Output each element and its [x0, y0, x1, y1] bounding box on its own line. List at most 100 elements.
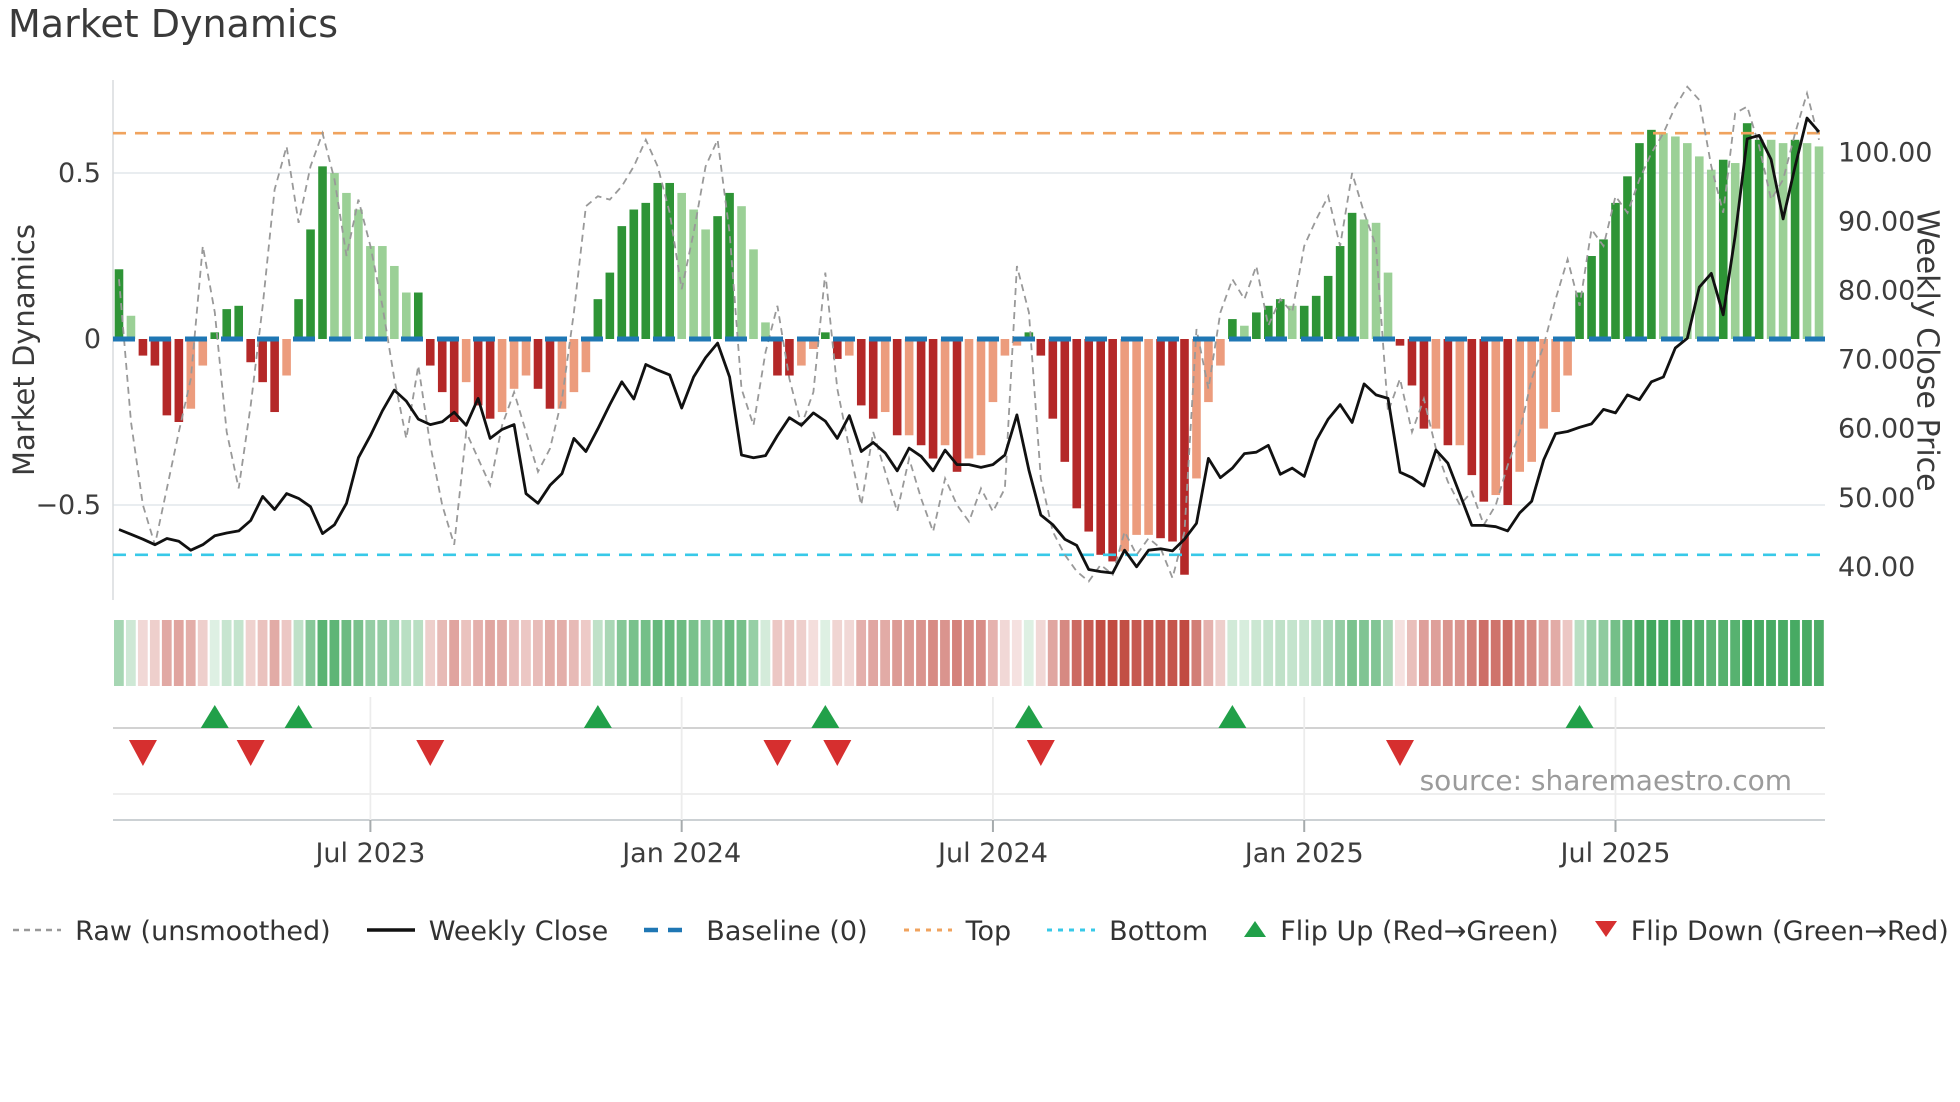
oscillator-bar [378, 246, 387, 339]
oscillator-bar [749, 249, 758, 339]
oscillator-bar [461, 339, 471, 383]
heatmap-cell [1490, 620, 1501, 686]
oscillator-bar [1766, 139, 1776, 339]
heatmap-cell [724, 620, 735, 686]
flip-down-marker [1385, 740, 1414, 766]
heatmap-cell [317, 620, 328, 686]
legend-item-baseline: Baseline (0) [642, 916, 868, 947]
oscillator-bar [473, 339, 483, 406]
heatmap-cell [1802, 620, 1812, 686]
legend-label: Baseline (0) [706, 916, 868, 947]
heatmap-cell [1263, 620, 1274, 686]
oscillator-bar [1335, 246, 1345, 339]
heatmap-cell [425, 620, 436, 686]
oscillator-bar [1407, 339, 1417, 386]
heatmap-cell [365, 620, 376, 686]
oscillator-bar [1683, 143, 1692, 339]
heatmap-cell [185, 620, 196, 686]
oscillator-bar [342, 192, 351, 339]
heatmap-cell [449, 620, 459, 686]
legend-item-flip_up: Flip Up (Red→Green) [1242, 916, 1559, 947]
heatmap-cell [544, 620, 555, 686]
oscillator-bar [402, 292, 411, 339]
heatmap-cell [1383, 620, 1393, 686]
oscillator-bar [581, 339, 591, 373]
oscillator-bar [1060, 339, 1070, 462]
heatmap-cell [832, 620, 843, 686]
oscillator-bar [689, 209, 698, 339]
oscillator-bar [1275, 299, 1285, 339]
heatmap-cell [796, 620, 807, 686]
flip-up-marker [200, 705, 229, 728]
heatmap-cell [1215, 620, 1226, 686]
x-tick-label: Jul 2024 [936, 838, 1048, 869]
heatmap-cell [1454, 620, 1465, 686]
oscillator-bar [1264, 305, 1273, 339]
legend-swatch-flip_down-icon [1593, 916, 1619, 947]
heatmap-cell [1730, 620, 1740, 686]
y-right-tick-label: 70.00 [1838, 345, 1915, 376]
heatmap-cell [114, 620, 124, 686]
oscillator-bar [1742, 123, 1752, 339]
heatmap-cell [293, 620, 304, 686]
oscillator-bar [234, 305, 244, 339]
heatmap-cell [1502, 620, 1513, 686]
heatmap-cell [173, 620, 184, 686]
oscillator-bar [964, 339, 974, 459]
oscillator-bar [413, 292, 423, 339]
oscillator-bar [1647, 129, 1656, 339]
oscillator-bar [557, 339, 567, 409]
flip-up-marker [1014, 705, 1043, 728]
heatmap-cell [844, 620, 855, 686]
legend-swatch-raw-icon [11, 916, 63, 947]
oscillator-bar [988, 339, 998, 403]
heatmap-cell [1754, 620, 1764, 686]
oscillator-bar [1443, 339, 1453, 446]
heatmap-cell [1119, 620, 1130, 686]
heatmap-cell [808, 620, 819, 686]
heatmap-cell [1023, 620, 1034, 686]
flip-down-marker [1026, 740, 1055, 766]
heatmap-cell [1155, 620, 1166, 686]
oscillator-bar [785, 339, 794, 376]
heatmap-cell [1550, 620, 1561, 686]
heatmap-cell [245, 620, 256, 686]
legend-item-bottom: Bottom [1045, 916, 1208, 947]
heatmap-cell [1610, 620, 1621, 686]
y-left-tick-label: −0.5 [35, 490, 101, 521]
heatmap-cell [676, 620, 687, 686]
oscillator-bar [809, 339, 818, 349]
heatmap-cell [640, 620, 651, 686]
heatmap-cell [1395, 620, 1405, 686]
oscillator-bar [198, 339, 208, 366]
oscillator-bar [1204, 339, 1213, 403]
x-tick-label: Jul 2023 [313, 838, 425, 869]
oscillator-bar [892, 339, 902, 436]
oscillator-bar [485, 339, 495, 419]
y-right-tick-label: 80.00 [1838, 276, 1915, 307]
heatmap-cell [209, 620, 220, 686]
x-tick-label: Jan 2025 [1243, 838, 1364, 869]
heatmap-cell [748, 620, 759, 686]
oscillator-bar [1012, 339, 1022, 346]
heatmap-cell [1658, 620, 1669, 686]
heatmap-cell [784, 620, 795, 686]
oscillator-bar [1120, 339, 1129, 552]
oscillator-bar [1299, 305, 1309, 339]
oscillator-bar [1754, 139, 1764, 339]
legend-swatch-flip_up-icon [1242, 916, 1268, 947]
heatmap-cell [987, 620, 998, 686]
heatmap-cell [497, 620, 507, 686]
legend-label: Bottom [1109, 916, 1209, 947]
heatmap-cell [1514, 620, 1525, 686]
heatmap-cell [1323, 620, 1333, 686]
oscillator-bar [545, 339, 555, 409]
oscillator-bar [833, 339, 842, 359]
oscillator-bar [1563, 339, 1572, 376]
oscillator-bar [653, 182, 663, 339]
heatmap-cell [353, 620, 364, 686]
heatmap-cell [1538, 620, 1549, 686]
oscillator-bar [150, 339, 160, 366]
heatmap-cell [1766, 620, 1776, 686]
heatmap-cell [281, 620, 292, 686]
